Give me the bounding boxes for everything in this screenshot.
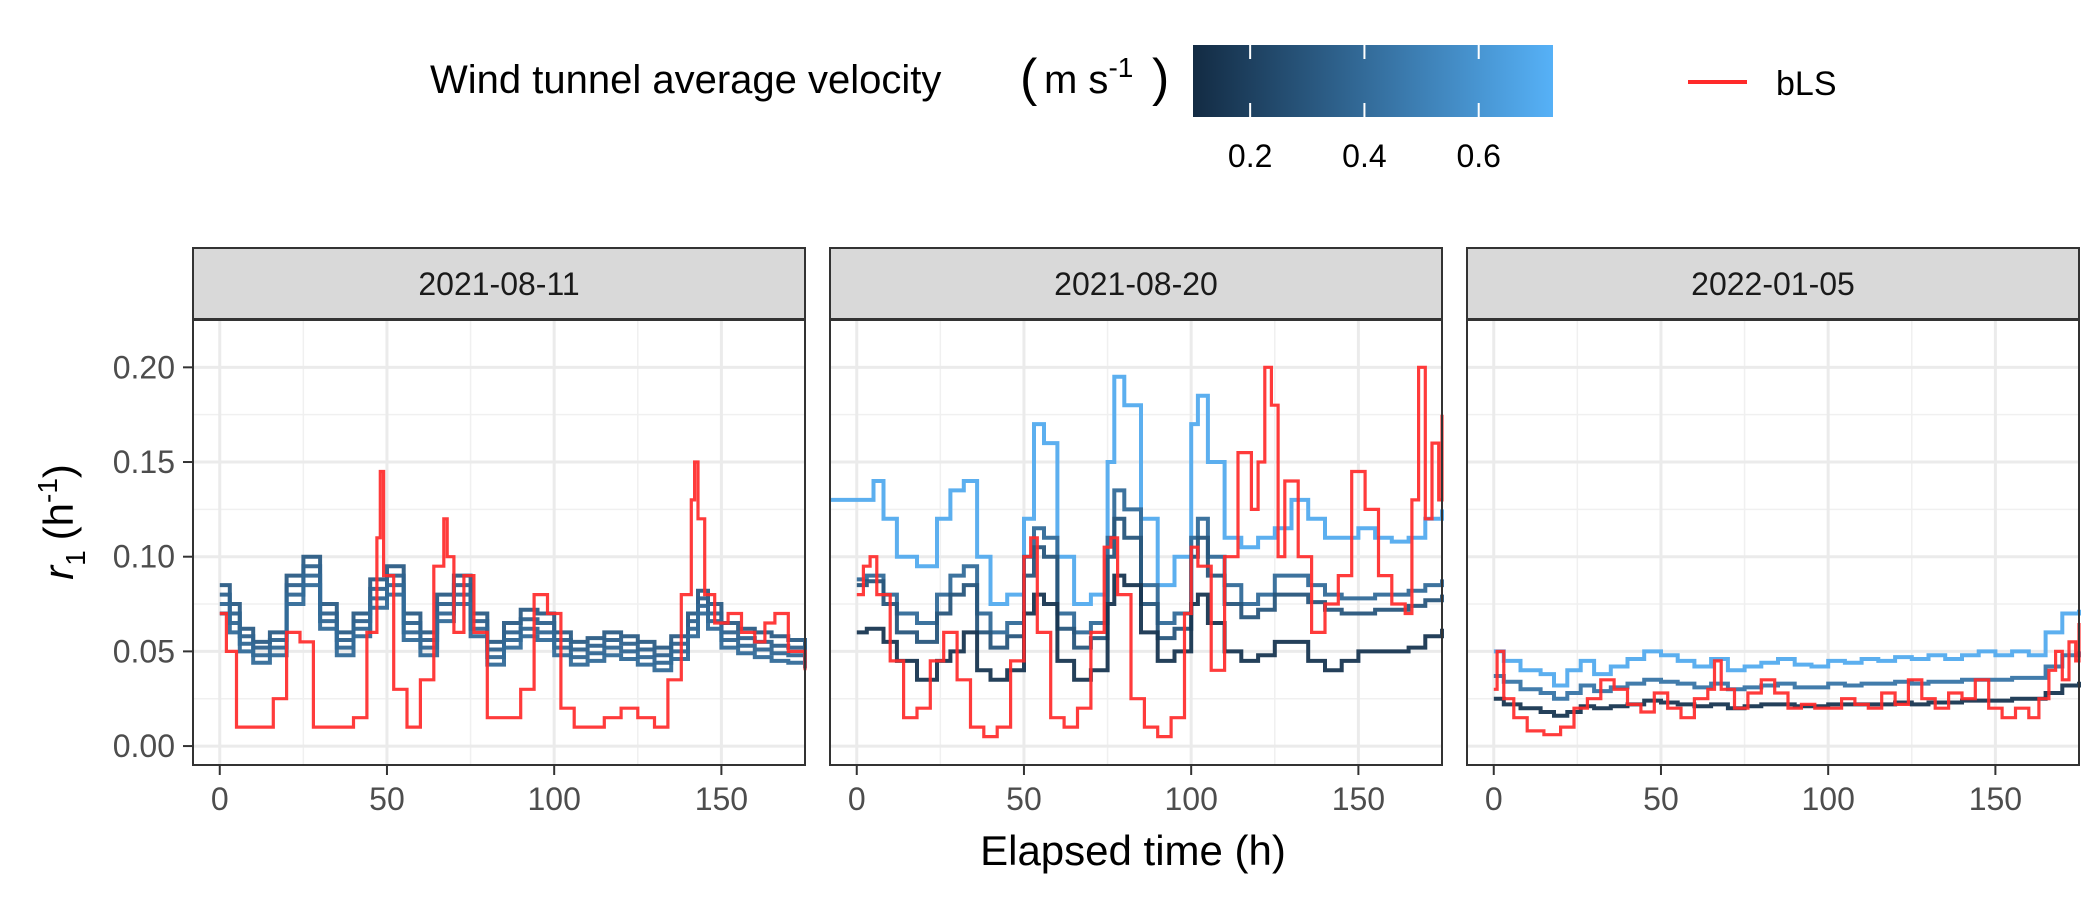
- y-tick-label: 0.20: [113, 349, 175, 385]
- facet-strip: [829, 247, 1443, 320]
- x-tick-label: 100: [1164, 781, 1217, 817]
- x-tick-label: 50: [1643, 781, 1679, 817]
- x-tick-label: 0: [1485, 781, 1503, 817]
- y-axis-title-unit: (h: [35, 503, 82, 540]
- gridlines: [1467, 320, 2080, 765]
- colorbar: [1193, 45, 1553, 117]
- colorbar-unit-open: (: [1020, 49, 1038, 107]
- x-tick-label: 100: [1801, 781, 1854, 817]
- colorbar-tick-label: 0.4: [1342, 138, 1386, 174]
- svg-text:r1(h-1): r1 (h-1): [32, 464, 91, 580]
- series-line-velocity: [1493, 609, 2081, 688]
- plot-area: [1467, 320, 2079, 765]
- x-tick-label: 150: [1332, 781, 1385, 817]
- y-axis-title-symbol: r: [35, 564, 82, 580]
- panel-border: [192, 319, 806, 766]
- panel-border: [1466, 319, 2080, 766]
- x-tick-label: 50: [369, 781, 405, 817]
- facet-strip: [1466, 247, 2080, 320]
- x-tick-label: 50: [1006, 781, 1042, 817]
- series-line-bls: [219, 460, 807, 729]
- x-tick-label: 150: [1969, 781, 2022, 817]
- facet-label: 2021-08-20: [1054, 266, 1218, 302]
- series-group: [830, 365, 1444, 739]
- y-axis-title-subscript: 1: [60, 550, 91, 566]
- series-group: [1493, 609, 2081, 737]
- series-group: [219, 460, 807, 729]
- facet-label: 2022-01-05: [1691, 266, 1855, 302]
- y-axis-title: r1 (h-1): [32, 464, 91, 580]
- facet-panel: 2021-08-11 0 50 100 150 0.00 0.05 0.10 0.15 0.20: [113, 247, 807, 817]
- y-tick-label: 0.10: [113, 539, 175, 575]
- series-line-bls: [856, 365, 1444, 739]
- x-tick-label: 0: [211, 781, 229, 817]
- colorbar-unit-exponent: -1: [1108, 52, 1133, 83]
- facet-panel: 2021-08-20 0 50 100 150: [829, 247, 1444, 817]
- legend: Wind tunnel average velocity ( m s-1 ) 0…: [430, 45, 1837, 174]
- panel-border: [829, 319, 1443, 766]
- y-axis-title-unit-close: ): [35, 464, 82, 478]
- x-tick-label: 100: [527, 781, 580, 817]
- series-line-bls: [1493, 623, 2081, 737]
- colorbar-unit-base: m s: [1044, 58, 1108, 102]
- colorbar-ticks: 0.2 0.4 0.6: [1228, 45, 1501, 174]
- series-line-velocity: [856, 488, 1444, 635]
- y-tick-label: 0.15: [113, 444, 175, 480]
- bls-legend-label: bLS: [1776, 65, 1837, 103]
- colorbar-title: Wind tunnel average velocity: [430, 58, 941, 102]
- x-axis-title: Elapsed time (h): [980, 827, 1286, 874]
- y-axis-title-unit-exponent: -1: [32, 478, 63, 503]
- series-line-velocity: [219, 583, 807, 673]
- facet-panel: 2022-01-05 0 50 100 150: [1466, 247, 2081, 817]
- facet-label: 2021-08-11: [418, 266, 579, 302]
- gridlines: [193, 320, 806, 765]
- plot-area: [193, 320, 805, 765]
- facet-panels: 2021-08-110 50 100 1500.000.050.100.150.202…: [113, 247, 2081, 817]
- x-tick-label: 150: [695, 781, 748, 817]
- x-tick-label: 0: [848, 781, 866, 817]
- series-line-velocity: [830, 374, 1444, 606]
- colorbar-tick-label: 0.6: [1456, 138, 1500, 174]
- plot-area: [830, 320, 1442, 765]
- colorbar-unit: m s-1: [1044, 52, 1133, 102]
- y-tick-label: 0.00: [113, 728, 175, 764]
- colorbar-tick-label: 0.2: [1228, 138, 1272, 174]
- colorbar-unit-close: ): [1152, 49, 1169, 107]
- y-tick-label: 0.05: [113, 633, 175, 669]
